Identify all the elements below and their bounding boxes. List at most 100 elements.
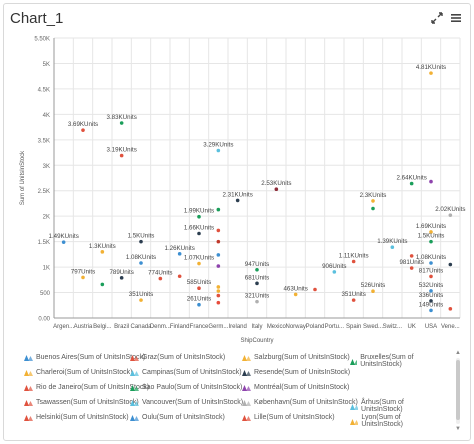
scroll-thumb[interactable] [456, 360, 460, 420]
y-tick-label: 5K [43, 62, 50, 68]
data-label: 4.81KUnits [416, 64, 446, 71]
data-label: 789Units [109, 269, 133, 276]
legend-label: Vancouver(Sum of UnitsInStock) [142, 399, 244, 406]
data-label: 463Units [283, 285, 307, 292]
legend-item[interactable]: Resende(Sum of UnitsInStock) [242, 369, 350, 376]
legend-item[interactable]: Salzburg(Sum of UnitsInStock) [242, 354, 350, 361]
data-point [274, 187, 279, 191]
x-tick-label: Brazil [114, 324, 129, 330]
data-label: 1.5KUnits [418, 233, 445, 240]
legend-item[interactable]: Montréal(Sum of UnitsInStock) [242, 384, 349, 391]
legend-item[interactable]: Vancouver(Sum of UnitsInStock) [130, 399, 243, 406]
data-point [177, 274, 182, 279]
legend-marker-icon [242, 370, 251, 376]
data-point [216, 228, 221, 233]
data-label: 1.99KUnits [184, 208, 214, 215]
legend-marker-icon [130, 355, 139, 361]
data-label: 1.26KUnits [165, 245, 195, 252]
legend-item[interactable]: Charleroi(Sum of UnitsInStock) [24, 369, 132, 376]
legend-label: Tsawassen(Sum of UnitsInStock) [36, 399, 139, 406]
legend-item[interactable]: Rio de Janeiro(Sum of UnitsInStock) [24, 384, 149, 391]
legend-item[interactable]: Buenos Aires(Sum of UnitsInStock) [24, 354, 145, 361]
chart-legend: Buenos Aires(Sum of UnitsInStock) Graz(Su… [18, 350, 438, 432]
y-tick-label: 1.5K [38, 240, 50, 246]
legend-item[interactable]: Lille(Sum of UnitsInStock) [242, 414, 335, 421]
legend-marker-icon [242, 385, 251, 391]
hamburger-menu-icon[interactable] [448, 10, 464, 26]
y-tick-label: 2.5K [38, 189, 50, 195]
x-tick-label: Belgi... [93, 324, 112, 330]
legend-item[interactable]: Helsinki(Sum of UnitsInStock) [24, 414, 129, 421]
x-tick-label: Finland [170, 324, 190, 330]
legend-label: Buenos Aires(Sum of UnitsInStock) [36, 354, 146, 361]
legend-item[interactable]: København(Sum of UnitsInStock) [242, 399, 358, 406]
legend-marker-icon [130, 370, 139, 376]
data-point [81, 128, 85, 132]
x-tick-label: Italy [251, 324, 262, 330]
data-point [371, 289, 375, 294]
chart-header: Chart_1 [4, 4, 470, 34]
data-label: 681Units [245, 274, 269, 281]
data-label: 526Units [361, 282, 385, 289]
data-point [255, 281, 259, 286]
legend-label: Sao Paulo(Sum of UnitsInStock) [142, 384, 243, 391]
legend-label: Lyon(Sum of UnitsInStock) [361, 414, 403, 428]
data-point [177, 252, 182, 256]
data-label: 3.83KUnits [107, 114, 137, 121]
legend-label: Lille(Sum of UnitsInStock) [254, 414, 335, 421]
y-tick-label: 3K [43, 164, 50, 170]
legend-item[interactable]: Campinas(Sum of UnitsInStock) [130, 369, 242, 376]
data-point [429, 299, 433, 303]
y-tick-label: 4.5K [38, 87, 50, 93]
data-point [197, 302, 201, 307]
y-tick-label: 1K [43, 266, 50, 272]
legend-label: Graz(Sum of UnitsInStock) [142, 354, 226, 361]
data-label: 2.64KUnits [397, 175, 427, 182]
legend-item[interactable]: Bruxelles(Sum of UnitsInStock) [350, 354, 438, 368]
x-tick-label: Denm... [150, 324, 171, 330]
data-point [61, 240, 66, 244]
data-label: 336Units [419, 292, 443, 299]
expand-icon[interactable] [429, 10, 445, 26]
legend-item[interactable]: Århus(Sum of UnitsInStock) [350, 399, 438, 413]
data-point [119, 121, 124, 125]
x-tick-label: USA [425, 324, 437, 330]
x-tick-label: Austria [74, 324, 93, 330]
data-point [197, 214, 201, 219]
x-tick-label: Ireland [228, 324, 246, 330]
scroll-up-arrow-icon[interactable]: ▲ [455, 350, 461, 356]
x-tick-label: UK [407, 324, 415, 330]
data-label: 981Units [399, 259, 423, 266]
data-point [216, 293, 221, 298]
data-label: 532Units [419, 282, 443, 289]
data-point [409, 266, 414, 270]
data-label: 3.19KUnits [107, 147, 137, 154]
data-point [448, 262, 453, 267]
legend-item[interactable]: Tsawassen(Sum of UnitsInStock) [24, 399, 139, 406]
data-point [81, 275, 85, 280]
legend-item[interactable]: Graz(Sum of UnitsInStock) [130, 354, 225, 361]
legend-marker-icon [350, 358, 358, 365]
legend-label: Campinas(Sum of UnitsInStock) [142, 369, 242, 376]
data-point [216, 207, 221, 212]
data-label: 261Units [187, 296, 211, 303]
legend-label: Oulu(Sum of UnitsInStock) [142, 414, 225, 421]
legend-item[interactable]: Oulu(Sum of UnitsInStock) [130, 414, 225, 421]
data-label: 1.49KUnits [49, 233, 79, 240]
data-point [139, 261, 143, 265]
legend-scrollbar[interactable]: ▲ ▼ [454, 350, 462, 432]
y-tick-label: 2K [43, 215, 50, 221]
data-label: 1.08KUnits [126, 254, 156, 261]
data-label: 2.31KUnits [223, 191, 253, 198]
data-point [139, 298, 143, 302]
data-label: 351Units [129, 291, 153, 298]
data-label: 3.69KUnits [68, 121, 98, 128]
data-point [100, 282, 105, 287]
legend-item[interactable]: Lyon(Sum of UnitsInStock) [350, 414, 438, 428]
legend-marker-icon [130, 400, 139, 406]
legend-item[interactable]: Sao Paulo(Sum of UnitsInStock) [130, 384, 242, 391]
scroll-down-arrow-icon[interactable]: ▼ [455, 426, 461, 432]
x-tick-label: Spain [346, 324, 361, 330]
data-point [429, 289, 433, 293]
x-tick-label: Switz... [383, 324, 403, 330]
